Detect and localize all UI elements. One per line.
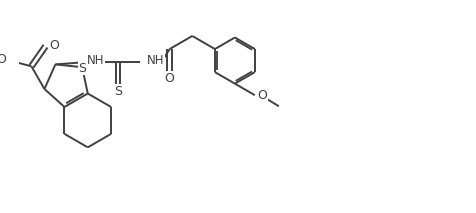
Text: S: S [78, 62, 86, 75]
Text: NH: NH [147, 54, 164, 67]
Text: S: S [114, 85, 122, 98]
Text: O: O [164, 72, 174, 85]
Text: O: O [49, 39, 59, 52]
Text: O: O [257, 89, 267, 102]
Text: O: O [0, 53, 6, 66]
Text: NH: NH [87, 54, 105, 67]
